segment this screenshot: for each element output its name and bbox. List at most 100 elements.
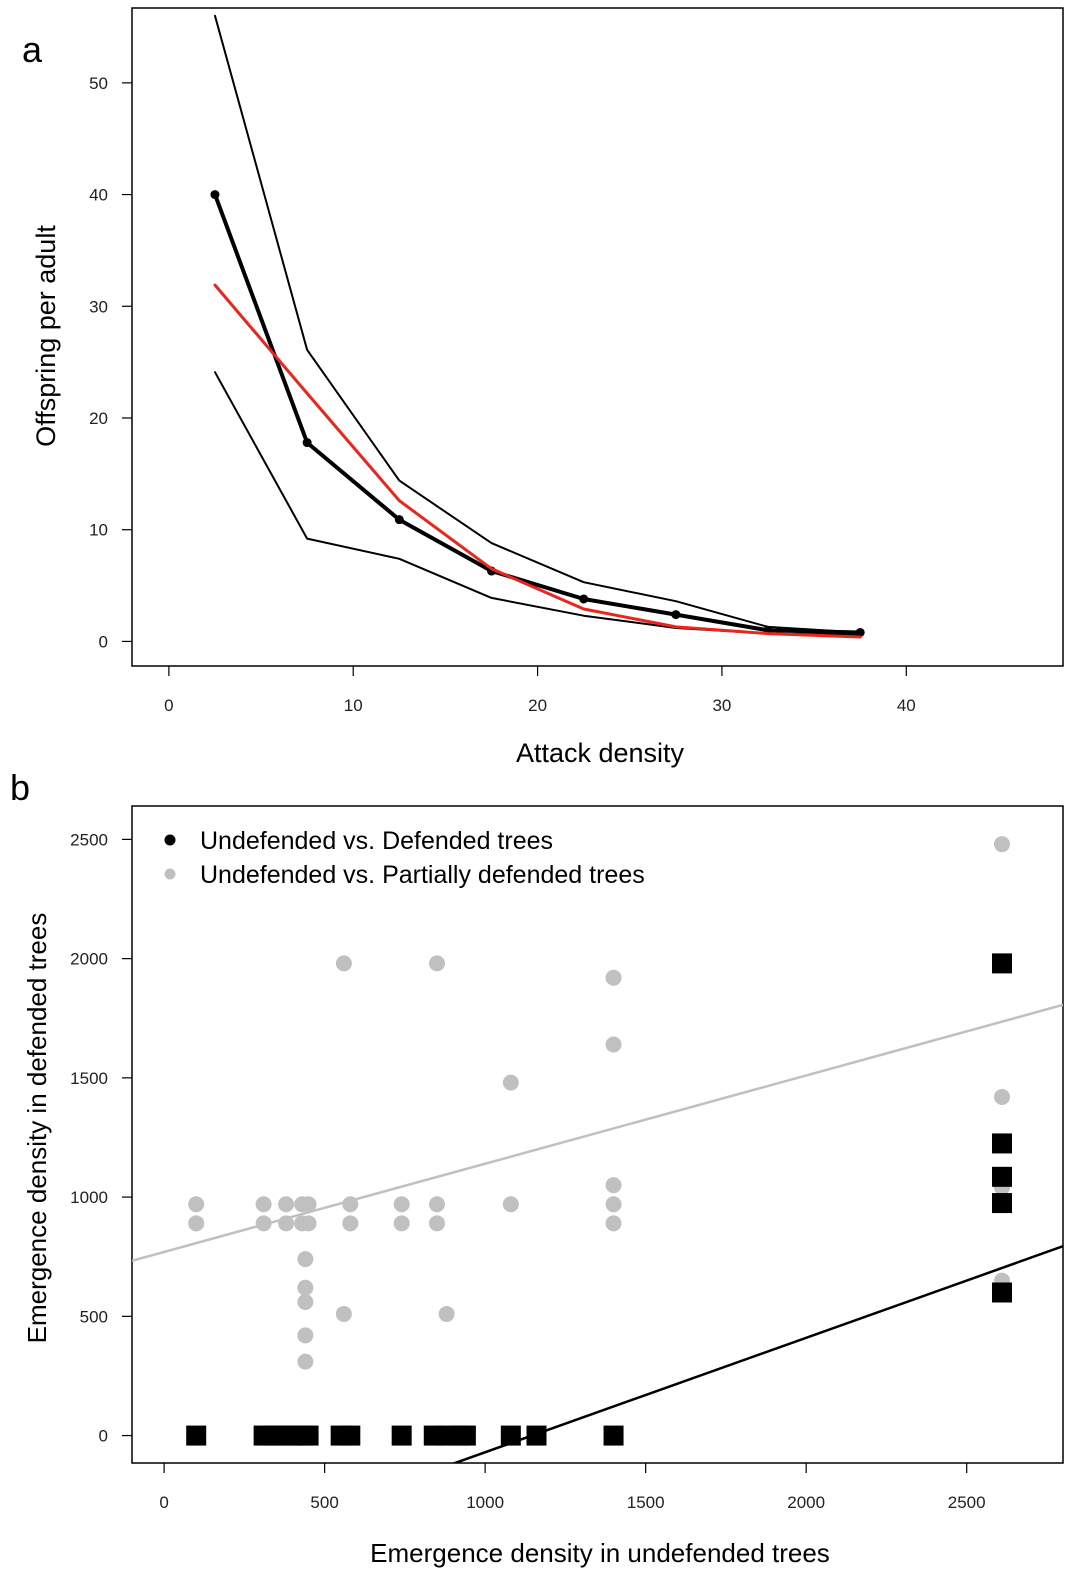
data-point-defended (526, 1425, 547, 1446)
data-point-defended (186, 1425, 207, 1446)
data-point-partially-defended (994, 1088, 1011, 1105)
data-point-defended (455, 1425, 476, 1446)
panel-a-series (210, 14, 865, 639)
data-point-partially-defended (297, 1294, 314, 1311)
data-point-partially-defended (428, 955, 445, 972)
panel-a-plot-frame (131, 7, 1064, 667)
data-point-partially-defended (605, 1196, 622, 1213)
data-point-partially-defended (188, 1215, 205, 1232)
panel-b-x-tick-label: 0 (159, 1493, 168, 1512)
data-point-partially-defended (605, 1036, 622, 1053)
data-point-defended (992, 1282, 1013, 1303)
panel-a-x-tick-label: 30 (712, 696, 731, 715)
panel-a-x-axis: 0 10 20 30 40 (164, 666, 916, 715)
data-point-partially-defended (335, 1305, 352, 1322)
panel-a-y-tick-label: 0 (99, 632, 108, 651)
data-point-partially-defended (255, 1215, 272, 1232)
panel-b-x-tick-label: 500 (310, 1493, 338, 1512)
legend-label-partially-defended: Undefended vs. Partially defended trees (200, 861, 645, 889)
data-point-defended (298, 1425, 319, 1446)
panel-b: b 0 500 1000 1500 2000 2500 0 500 1000 1500 2000 2… (10, 767, 1064, 1568)
data-point-defended (992, 1166, 1013, 1187)
panel-b-y-tick-label: 1500 (70, 1069, 108, 1088)
data-point-partially-defended (502, 1196, 519, 1213)
panel-b-y-axis: 0 500 1000 1500 2000 2500 (70, 830, 132, 1446)
panel-a-y-tick-label: 20 (89, 409, 108, 428)
panel-a-x-tick-label: 0 (164, 696, 173, 715)
legend-marker-defended (164, 834, 176, 846)
panel-b-y-tick-label: 0 (99, 1427, 108, 1446)
data-point-partially-defended (300, 1215, 317, 1232)
panel-a-x-tick-label: 20 (528, 696, 547, 715)
data-point-defended (500, 1425, 521, 1446)
data-point-partially-defended (502, 1074, 519, 1091)
series-line-upper (214, 14, 862, 634)
fit-line-partially-defended (132, 1003, 1063, 1262)
data-point (210, 190, 220, 200)
data-point (302, 438, 312, 448)
panel-a-x-axis-label: Attack density (516, 738, 685, 768)
data-point-partially-defended (393, 1215, 410, 1232)
data-point-partially-defended (278, 1215, 295, 1232)
panel-b-y-tick-label: 2000 (70, 950, 108, 969)
data-point-partially-defended (994, 836, 1011, 853)
panel-a-y-tick-label: 30 (89, 297, 108, 316)
data-point-defended (992, 1193, 1013, 1214)
panel-a-x-tick-label: 40 (897, 696, 916, 715)
panel-b-label: b (10, 767, 30, 808)
fit-line-defended (451, 1245, 1063, 1463)
panel-b-x-axis-label: Emergence density in undefended trees (370, 1538, 830, 1568)
panel-b-y-tick-label: 2500 (70, 830, 108, 849)
data-point-partially-defended (297, 1251, 314, 1268)
panel-a-y-tick-label: 40 (89, 186, 108, 205)
data-point-partially-defended (297, 1279, 314, 1296)
data-point (394, 515, 404, 525)
data-point-partially-defended (188, 1196, 205, 1213)
data-point-defended (603, 1425, 624, 1446)
data-point-partially-defended (393, 1196, 410, 1213)
panel-b-x-tick-label: 2500 (948, 1493, 986, 1512)
data-point-partially-defended (300, 1196, 317, 1213)
series-line-fit (213, 283, 862, 639)
legend-marker-partially-defended (164, 868, 176, 880)
data-point-partially-defended (605, 1177, 622, 1194)
panel-b-y-tick-label: 500 (80, 1307, 108, 1326)
data-point-partially-defended (255, 1196, 272, 1213)
panel-a-y-tick-label: 50 (89, 74, 108, 93)
data-point-partially-defended (297, 1327, 314, 1344)
panel-b-x-tick-label: 2000 (787, 1493, 825, 1512)
panel-b-x-tick-label: 1500 (627, 1493, 665, 1512)
panel-a-y-tick-label: 10 (89, 521, 108, 540)
panel-a-y-axis: 0 10 20 30 40 50 (89, 74, 132, 651)
data-point-partially-defended (342, 1196, 359, 1213)
series-line-mean (213, 192, 863, 635)
data-point-partially-defended (428, 1196, 445, 1213)
panel-b-plot-frame (131, 805, 1064, 1464)
data-point (671, 610, 681, 620)
panel-a: a 0 10 20 30 40 0 10 20 30 40 50 Attack density O… (22, 7, 1064, 768)
panel-a-y-axis-label: Offspring per adult (31, 225, 61, 447)
panel-a-x-tick-label: 10 (344, 696, 363, 715)
panel-b-y-axis-label: Emergence density in defended trees (22, 913, 52, 1344)
data-point-partially-defended (438, 1305, 455, 1322)
data-point-defended (391, 1425, 412, 1446)
panel-b-x-tick-label: 1000 (466, 1493, 504, 1512)
data-point-partially-defended (297, 1353, 314, 1370)
panel-b-series (132, 836, 1063, 1463)
data-point-defended (340, 1425, 361, 1446)
panel-b-x-axis: 0 500 1000 1500 2000 2500 (159, 1463, 986, 1512)
data-point-partially-defended (605, 1215, 622, 1232)
data-point-partially-defended (428, 1215, 445, 1232)
series-line-lower (214, 371, 862, 636)
data-point-partially-defended (335, 955, 352, 972)
panel-b-y-tick-label: 1000 (70, 1188, 108, 1207)
data-point-partially-defended (605, 969, 622, 986)
panel-a-label: a (22, 29, 43, 70)
data-point-defended (992, 1133, 1013, 1154)
panel-b-legend: Undefended vs. Defended trees Undefended… (164, 827, 645, 889)
data-point-partially-defended (342, 1215, 359, 1232)
legend-label-defended: Undefended vs. Defended trees (200, 827, 553, 855)
data-point-defended (992, 953, 1013, 974)
